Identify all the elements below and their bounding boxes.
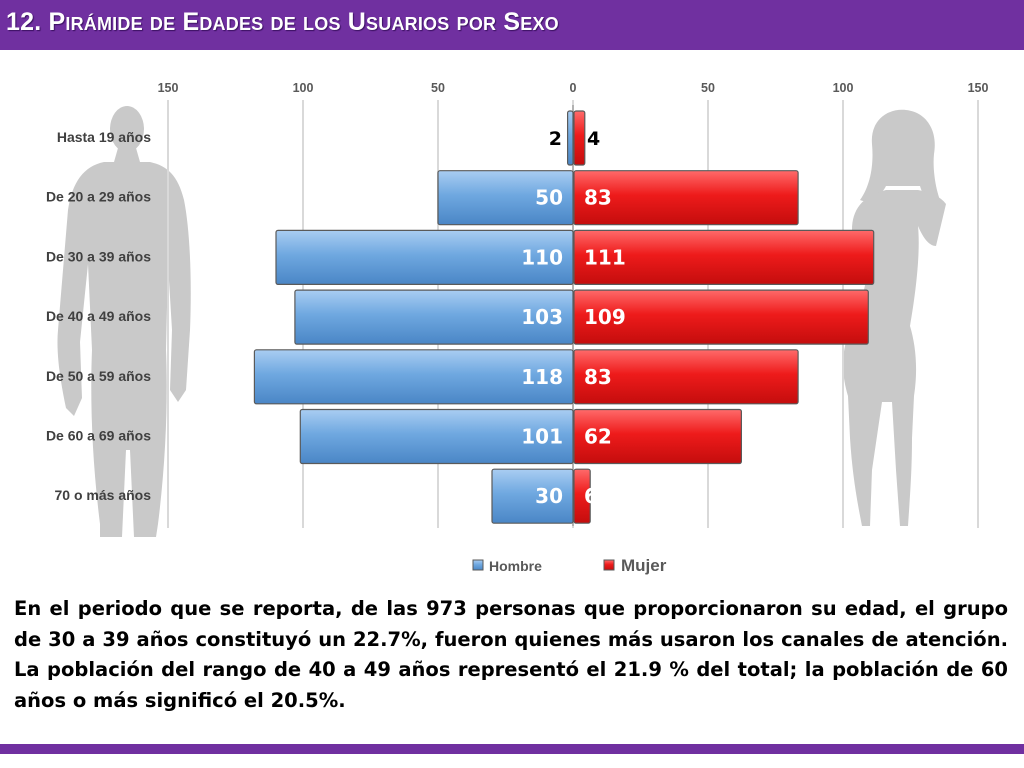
category-label: De 20 a 29 años bbox=[46, 189, 151, 205]
data-label-mujer: 83 bbox=[584, 365, 612, 389]
bar-mujer bbox=[573, 289, 869, 345]
x-tick-label: 100 bbox=[833, 81, 854, 95]
data-label-hombre: 50 bbox=[535, 186, 563, 210]
data-label-mujer: 109 bbox=[584, 305, 626, 329]
bar-mujer bbox=[573, 170, 799, 226]
data-label-mujer: 4 bbox=[587, 128, 600, 150]
category-label: Hasta 19 años bbox=[57, 129, 151, 145]
bar-hombre bbox=[491, 468, 574, 524]
chart-bars: 2 4 50 83 110 111 103 109 118 83 101 62 30 6 bbox=[253, 110, 875, 524]
category-label: 70 o más años bbox=[55, 487, 152, 503]
bar-hombre bbox=[299, 408, 574, 465]
bar-mujer bbox=[573, 110, 586, 166]
x-tick-label: 50 bbox=[431, 81, 445, 95]
bar-mujer bbox=[573, 468, 591, 524]
bar-hombre bbox=[294, 289, 574, 345]
x-tick-label: 100 bbox=[293, 81, 314, 95]
legend-label-mujer: Mujer bbox=[621, 556, 667, 575]
footer-bar bbox=[0, 744, 1024, 754]
bar-mujer bbox=[573, 349, 799, 405]
man-silhouette-icon bbox=[57, 106, 191, 537]
data-label-hombre: 103 bbox=[521, 305, 563, 329]
x-tick-label: 0 bbox=[570, 81, 577, 95]
data-label-hombre: 110 bbox=[521, 245, 563, 269]
category-label: De 40 a 49 años bbox=[46, 308, 151, 324]
x-axis: 150 100 50 0 50 100 150 bbox=[158, 81, 989, 95]
y-axis-category-labels: Hasta 19 años De 20 a 29 años De 30 a 39 a… bbox=[46, 129, 151, 503]
data-label-hombre: 101 bbox=[521, 425, 563, 449]
bar-mujer bbox=[573, 408, 742, 465]
bar-hombre bbox=[566, 110, 574, 166]
summary-paragraph: En el periodo que se reporta, de las 973… bbox=[14, 597, 1008, 712]
data-label-hombre: 118 bbox=[521, 365, 563, 389]
data-label-mujer: 111 bbox=[584, 245, 626, 269]
bar-hombre bbox=[275, 229, 574, 285]
data-label-mujer: 6 bbox=[584, 484, 598, 508]
bar-hombre bbox=[437, 170, 574, 226]
data-label-mujer: 83 bbox=[584, 186, 612, 210]
x-tick-label: 150 bbox=[158, 81, 179, 95]
page-title: 12. Pirámide de Edades de los Usuarios p… bbox=[6, 8, 559, 36]
data-label-mujer: 62 bbox=[584, 425, 612, 449]
bar-mujer bbox=[573, 229, 875, 285]
x-tick-label: 50 bbox=[701, 81, 715, 95]
data-label-hombre: 2 bbox=[549, 128, 562, 150]
population-pyramid-chart: 150 100 50 0 50 100 150 2 4 50 83 110 111 103 109 118 8… bbox=[46, 81, 989, 575]
x-tick-label: 150 bbox=[968, 81, 989, 95]
category-label: De 30 a 39 años bbox=[46, 248, 151, 264]
bar-hombre bbox=[253, 349, 574, 405]
legend-swatch-mujer bbox=[603, 559, 615, 571]
legend-swatch-hombre bbox=[472, 559, 484, 571]
data-label-hombre: 30 bbox=[535, 484, 563, 508]
legend-label-hombre: Hombre bbox=[489, 558, 542, 574]
category-label: De 50 a 59 años bbox=[46, 368, 151, 384]
chart-legend: Hombre Mujer bbox=[472, 556, 667, 575]
title-bar: 12. Pirámide de Edades de los Usuarios p… bbox=[0, 0, 1024, 50]
category-label: De 60 a 69 años bbox=[46, 428, 151, 444]
